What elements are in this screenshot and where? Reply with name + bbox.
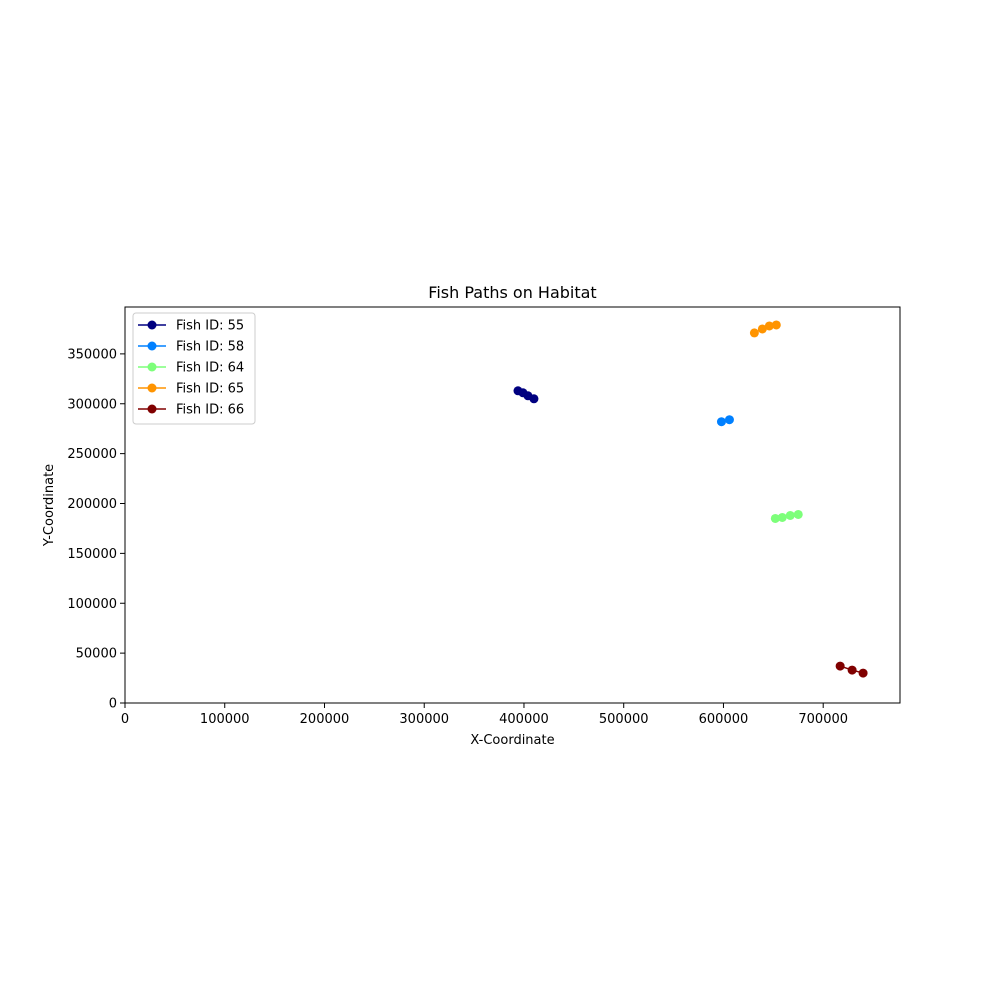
plot-frame [124,306,901,704]
legend-marker [147,362,157,372]
legend-item: Fish ID: 64 [138,361,244,376]
y-tick-label: 100000 [67,597,117,612]
y-tick-label: 250000 [67,447,117,462]
x-tick-label: 400000 [499,712,549,727]
series-3 [770,509,803,523]
legend: Fish ID: 55 Fish ID: 58 Fish ID: 64 Fish ID… [132,312,256,425]
x-tick-label: 100000 [200,712,250,727]
legend-label: Fish ID: 64 [176,361,244,376]
y-tick-label: 300000 [67,397,117,412]
x-axis-label: X-Coordinate [470,733,554,748]
legend-label: Fish ID: 55 [176,319,244,334]
x-tick-label: 500000 [599,712,649,727]
y-tick-label: 150000 [67,547,117,562]
data-point [858,668,868,678]
legend-marker [147,383,157,393]
legend-marker [147,404,157,414]
plot-area [513,320,868,678]
y-tick-label: 50000 [76,647,117,662]
legend-label: Fish ID: 65 [176,382,244,397]
data-point [770,513,780,523]
series-1 [513,386,539,404]
x-tick-label: 200000 [300,712,350,727]
axes: 0 100000 200000 300000 400000 500000 600000 700… [67,347,848,727]
data-point [764,321,774,331]
series-5 [835,661,868,678]
y-tick-label: 350000 [67,347,117,362]
legend-marker [147,320,157,330]
legend-label: Fish ID: 58 [176,340,244,355]
data-point [529,394,539,404]
data-point [771,320,781,330]
legend-marker [147,341,157,351]
data-point [785,510,795,520]
data-point [835,661,845,671]
legend-item: Fish ID: 55 [138,319,244,334]
y-tick-label: 0 [109,697,117,712]
data-point [793,509,803,519]
x-tick-label: 300000 [399,712,449,727]
data-point [724,415,734,425]
chart-title: Fish Paths on Habitat [428,283,596,302]
x-tick-label: 600000 [699,712,749,727]
y-axis-label: Y-Coordinate [42,464,57,547]
series-2 [716,415,734,427]
legend-label: Fish ID: 66 [176,403,244,418]
legend-item: Fish ID: 66 [138,403,244,418]
x-tick-label: 0 [121,712,129,727]
x-tick-label: 700000 [798,712,848,727]
legend-item: Fish ID: 65 [138,382,244,397]
data-point [847,665,857,675]
data-point [757,324,767,334]
y-tick-label: 200000 [67,497,117,512]
data-point [749,328,759,338]
data-point [777,512,787,522]
data-point [716,417,726,427]
series-4 [749,320,781,338]
legend-box [132,312,256,425]
legend-item: Fish ID: 58 [138,340,244,355]
